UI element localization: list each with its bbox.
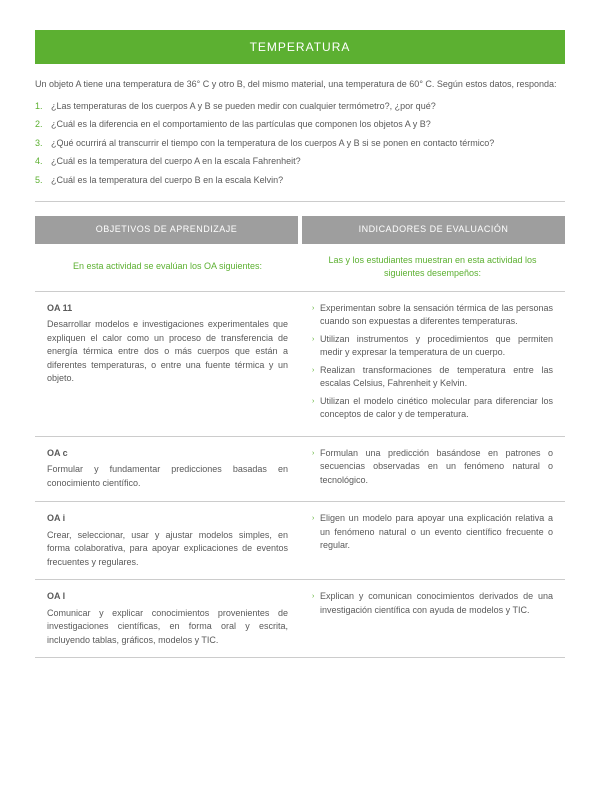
indicator-cell: ›Formulan una predicción basándose en pa… — [300, 436, 565, 502]
question-item: 5.¿Cuál es la temperatura del cuerpo B e… — [35, 174, 565, 188]
bullet-icon: › — [312, 447, 320, 488]
question-item: 3.¿Qué ocurrirá al transcurrir el tiempo… — [35, 137, 565, 151]
indicator-cell: ›Experimentan sobre la sensación térmica… — [300, 291, 565, 436]
indicator-item: ›Experimentan sobre la sensación térmica… — [312, 302, 553, 329]
indicator-text: Utilizan instrumentos y procedimientos q… — [320, 333, 553, 360]
indicator-item: ›Utilizan el modelo cinético molecular p… — [312, 395, 553, 422]
question-text: ¿Las temperaturas de los cuerpos A y B s… — [51, 100, 565, 114]
title-bar: TEMPERATURA — [35, 30, 565, 64]
indicator-cell: ›Eligen un modelo para apoyar una explic… — [300, 502, 565, 580]
indicator-item: ›Eligen un modelo para apoyar una explic… — [312, 512, 553, 553]
bullet-icon: › — [312, 590, 320, 617]
bullet-icon: › — [312, 364, 320, 391]
subheader-objectives: En esta actividad se evalúan los OA sigu… — [35, 244, 300, 292]
question-text: ¿Cuál es la diferencia en el comportamie… — [51, 118, 565, 132]
objective-cell: OA l Comunicar y explicar conocimientos p… — [35, 580, 300, 658]
oa-description: Crear, seleccionar, usar y ajustar model… — [47, 530, 288, 567]
table-row: OA l Comunicar y explicar conocimientos p… — [35, 580, 565, 658]
question-number: 1. — [35, 100, 51, 114]
objective-cell: OA i Crear, seleccionar, usar y ajustar m… — [35, 502, 300, 580]
question-item: 2.¿Cuál es la diferencia en el comportam… — [35, 118, 565, 132]
indicator-item: ›Explican y comunican conocimientos deri… — [312, 590, 553, 617]
bullet-icon: › — [312, 395, 320, 422]
oa-code: OA 11 — [47, 302, 288, 316]
oa-description: Formular y fundamentar predicciones basa… — [47, 464, 288, 488]
bullet-icon: › — [312, 512, 320, 553]
question-number: 4. — [35, 155, 51, 169]
table-row: OA 11 Desarrollar modelos e investigacion… — [35, 291, 565, 436]
objective-cell: OA 11 Desarrollar modelos e investigacion… — [35, 291, 300, 436]
bullet-icon: › — [312, 302, 320, 329]
header-objectives: OBJETIVOS DE APRENDIZAJE — [35, 216, 300, 244]
divider — [35, 201, 565, 202]
header-indicators: INDICADORES DE EVALUACIÓN — [300, 216, 565, 244]
indicator-text: Explican y comunican conocimientos deriv… — [320, 590, 553, 617]
question-number: 2. — [35, 118, 51, 132]
question-text: ¿Qué ocurrirá al transcurrir el tiempo c… — [51, 137, 565, 151]
table-row: OA i Crear, seleccionar, usar y ajustar m… — [35, 502, 565, 580]
oa-code: OA c — [47, 447, 288, 461]
question-text: ¿Cuál es la temperatura del cuerpo A en … — [51, 155, 565, 169]
objective-cell: OA c Formular y fundamentar predicciones … — [35, 436, 300, 502]
indicator-item: ›Formulan una predicción basándose en pa… — [312, 447, 553, 488]
question-item: 1.¿Las temperaturas de los cuerpos A y B… — [35, 100, 565, 114]
indicator-text: Utilizan el modelo cinético molecular pa… — [320, 395, 553, 422]
oa-code: OA l — [47, 590, 288, 604]
question-list: 1.¿Las temperaturas de los cuerpos A y B… — [35, 100, 565, 188]
table-row: OA c Formular y fundamentar predicciones … — [35, 436, 565, 502]
indicator-cell: ›Explican y comunican conocimientos deri… — [300, 580, 565, 658]
indicator-item: ›Utilizan instrumentos y procedimientos … — [312, 333, 553, 360]
bullet-icon: › — [312, 333, 320, 360]
intro-text: Un objeto A tiene una temperatura de 36°… — [35, 78, 565, 92]
indicator-text: Realizan transformaciones de temperatura… — [320, 364, 553, 391]
oa-code: OA i — [47, 512, 288, 526]
indicator-text: Eligen un modelo para apoyar una explica… — [320, 512, 553, 553]
objectives-table: OBJETIVOS DE APRENDIZAJE INDICADORES DE … — [35, 216, 565, 658]
oa-description: Desarrollar modelos e investigaciones ex… — [47, 319, 288, 383]
question-number: 5. — [35, 174, 51, 188]
question-item: 4.¿Cuál es la temperatura del cuerpo A e… — [35, 155, 565, 169]
indicator-text: Experimentan sobre la sensación térmica … — [320, 302, 553, 329]
subheader-indicators: Las y los estudiantes muestran en esta a… — [300, 244, 565, 292]
indicator-item: ›Realizan transformaciones de temperatur… — [312, 364, 553, 391]
question-number: 3. — [35, 137, 51, 151]
question-text: ¿Cuál es la temperatura del cuerpo B en … — [51, 174, 565, 188]
oa-description: Comunicar y explicar conocimientos prove… — [47, 608, 288, 645]
indicator-text: Formulan una predicción basándose en pat… — [320, 447, 553, 488]
